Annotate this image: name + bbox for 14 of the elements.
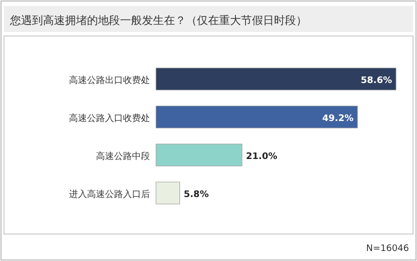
y-tick-label: 进入高速公路入口后: [69, 189, 150, 200]
bar: [156, 144, 242, 166]
bar: [156, 106, 358, 128]
data-label: 49.2%: [322, 114, 354, 124]
y-tick-label: 高速公路出口收费处: [69, 75, 150, 86]
text: N=16046: [366, 244, 410, 254]
y-tick-label: 高速公路入口收费处: [69, 113, 150, 124]
y-tick-label: 高速公路中段: [96, 151, 150, 162]
data-label: 5.8%: [184, 190, 209, 200]
bar: [156, 182, 180, 204]
bar: [156, 68, 396, 90]
data-label: 21.0%: [246, 152, 278, 162]
chart-title: 您遇到高速拥堵的地段一般发生在？（仅在重大节假日时段）: [9, 14, 307, 27]
data-label: 58.6%: [360, 76, 392, 86]
